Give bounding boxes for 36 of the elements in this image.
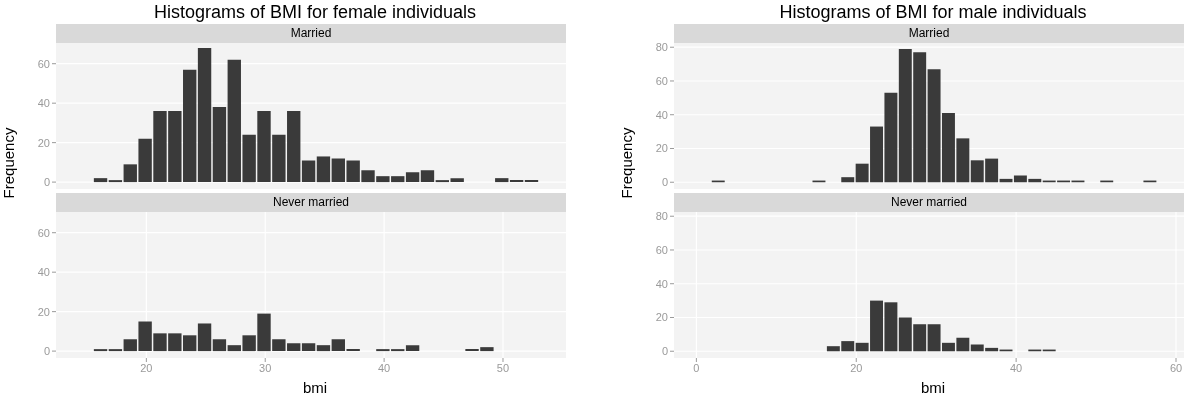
chart-title: Histograms of BMI for female individuals: [152, 1, 478, 24]
y-tick-label: 20: [37, 136, 50, 149]
x-tick-label: 20: [850, 361, 863, 374]
y-axis-title: Frequency: [0, 127, 17, 199]
x-tick-label: 20: [140, 361, 153, 374]
y-tick-label: 0: [43, 176, 50, 188]
y-tick-label: 80: [655, 41, 668, 54]
x-tick-label: 40: [1010, 361, 1023, 374]
chart-subtitle: Never married: [56, 193, 566, 212]
x-tick-label: 60: [1169, 361, 1183, 374]
chart-subtitle: Married: [56, 24, 566, 43]
chart-title: Histograms of BMI for male individuals: [778, 1, 1088, 24]
y-tick-label: 20: [37, 305, 50, 318]
y-tick-label: 60: [655, 74, 668, 87]
y-tick-label: 0: [661, 345, 668, 358]
y-tick-label: 60: [655, 243, 668, 256]
y-tick-label: 60: [37, 57, 50, 70]
y-tick-label: 60: [37, 226, 50, 239]
x-tick-label: 40: [377, 361, 391, 374]
x-tick-label: 0: [693, 361, 700, 374]
x-tick-label: 50: [496, 361, 510, 374]
y-tick-label: 0: [661, 176, 668, 189]
x-axis-title: bmi: [919, 379, 947, 396]
x-axis-title: bmi: [301, 379, 329, 396]
y-tick-label: 20: [655, 311, 668, 324]
x-tick-label: 30: [259, 361, 272, 374]
y-tick-label: 40: [655, 277, 668, 290]
y-tick-label: 80: [655, 210, 668, 223]
y-tick-label: 0: [43, 345, 50, 357]
chart-subtitle: Married: [674, 24, 1184, 43]
chart-subtitle: Never married: [674, 193, 1184, 212]
y-tick-label: 40: [37, 266, 50, 279]
y-axis-title: Frequency: [617, 127, 635, 199]
y-tick-label: 40: [655, 108, 668, 121]
y-tick-label: 40: [37, 97, 50, 110]
y-tick-label: 20: [655, 142, 668, 155]
